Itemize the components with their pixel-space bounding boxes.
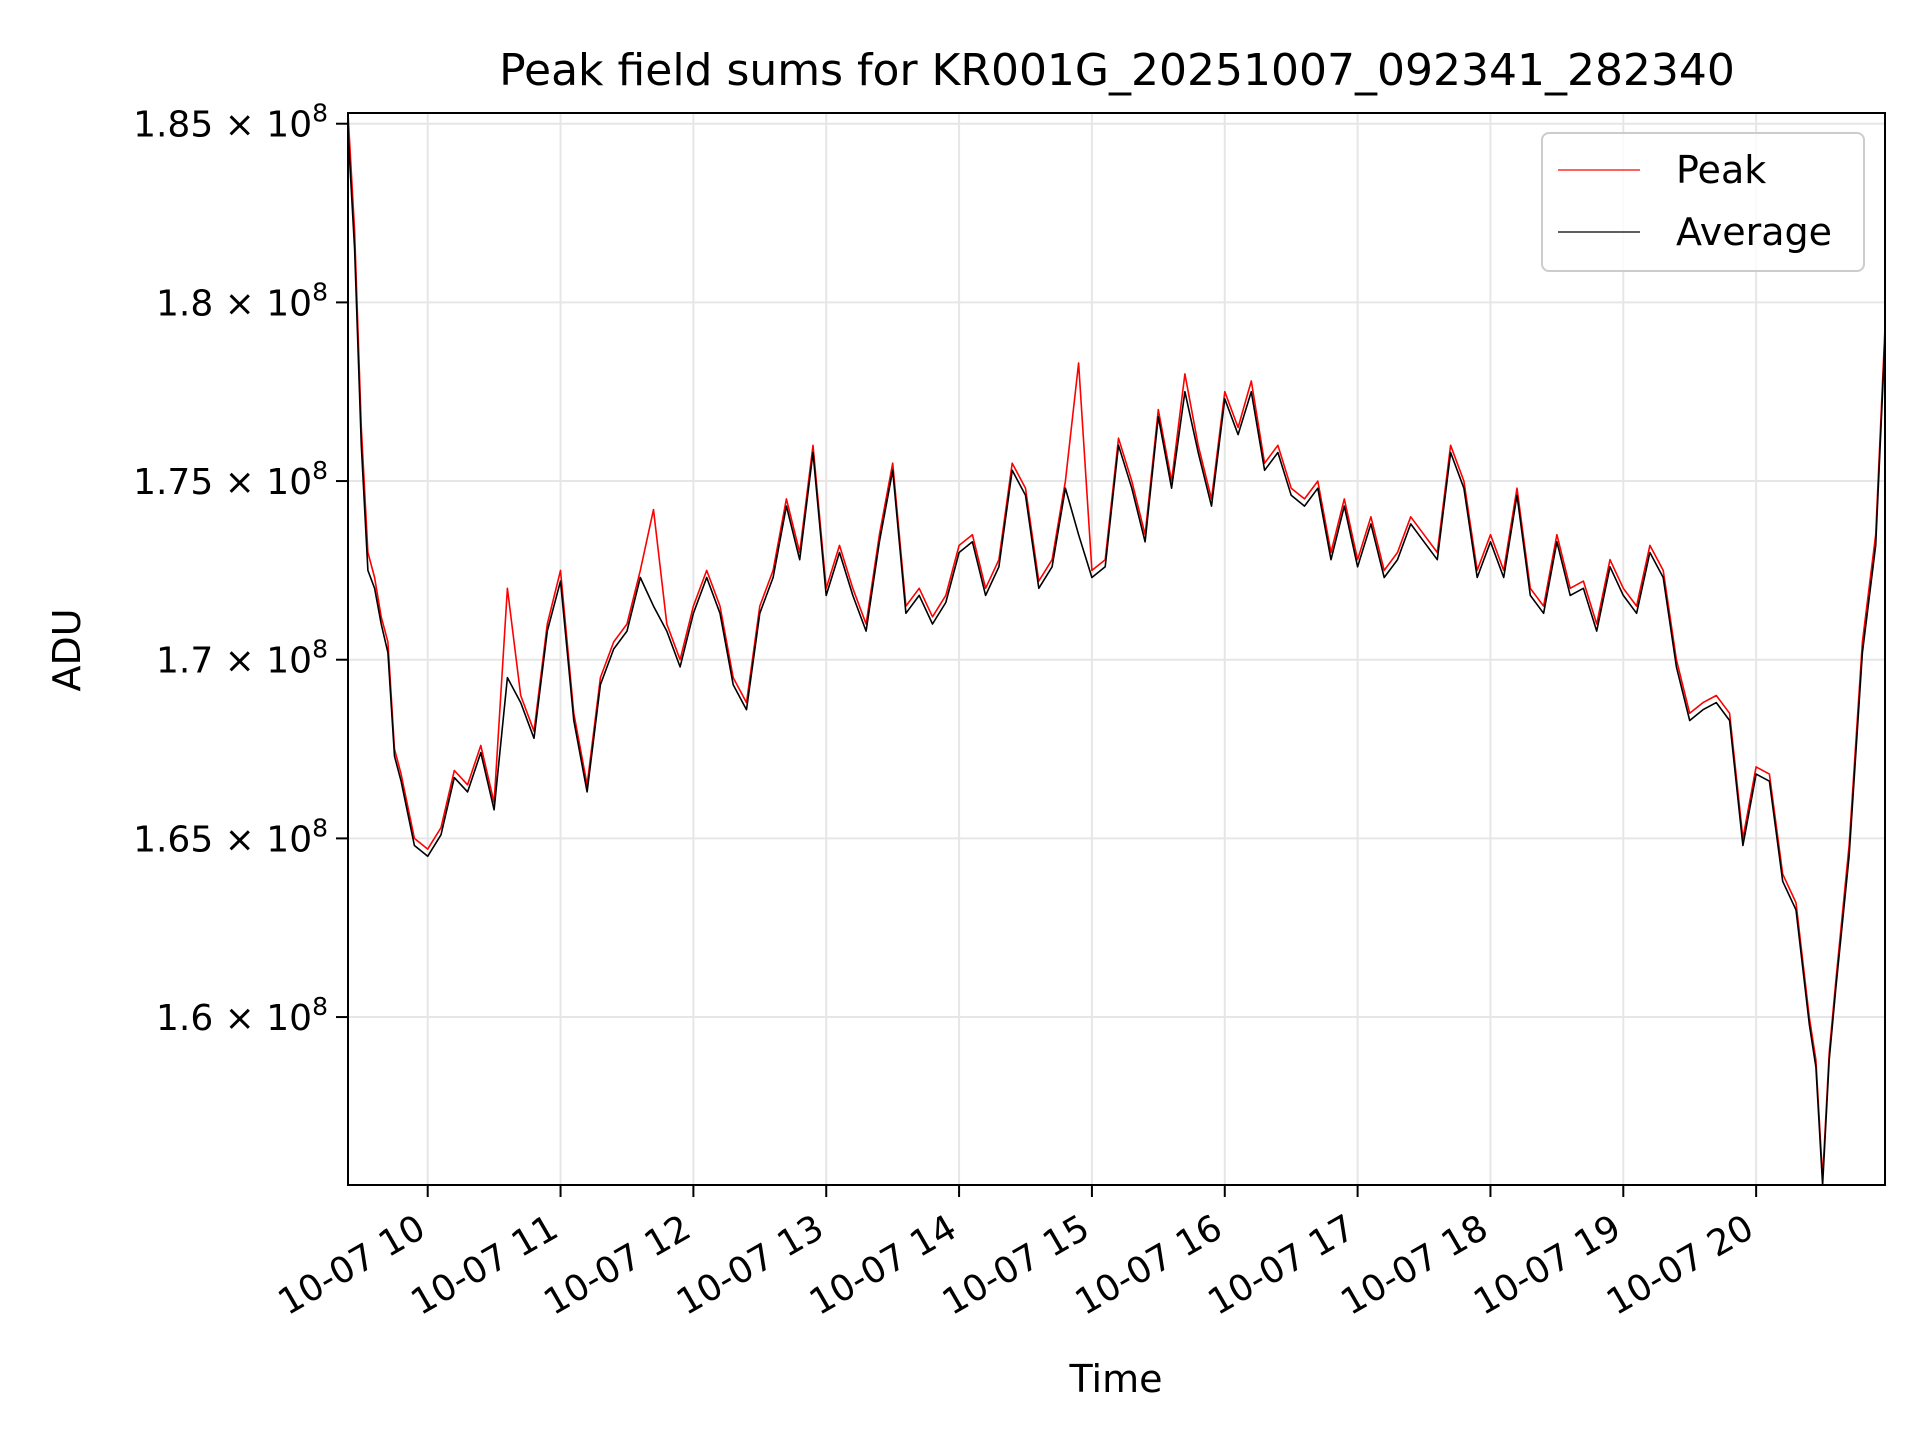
legend-label-peak: Peak xyxy=(1676,148,1766,192)
y-tick-label: 1.65 × 108 xyxy=(133,813,328,860)
y-tick-label: 1.75 × 108 xyxy=(133,456,328,503)
plot-frame xyxy=(347,112,1886,1186)
y-axis-label: ADU xyxy=(45,608,89,691)
x-axis-label: Time xyxy=(1069,1357,1163,1401)
legend-label-average: Average xyxy=(1676,210,1832,254)
chart-title: Peak field sums for KR001G_20251007_0923… xyxy=(499,45,1735,96)
plot-series xyxy=(347,112,1886,1186)
series-line-average xyxy=(347,130,1886,1186)
y-axis-ticks: 1.6 × 108 1.65 × 108 1.7 × 108 1.75 × 108 1.… xyxy=(133,99,348,1039)
y-tick-label: 1.7 × 108 xyxy=(156,635,328,682)
legend-box xyxy=(1541,132,1865,272)
y-tick-label: 1.85 × 108 xyxy=(133,99,328,146)
y-tick-label: 1.8 × 108 xyxy=(156,277,328,324)
legend: Peak Average xyxy=(1541,132,1865,272)
y-tick-label: 1.6 × 108 xyxy=(156,992,328,1039)
grid xyxy=(348,113,1885,1185)
